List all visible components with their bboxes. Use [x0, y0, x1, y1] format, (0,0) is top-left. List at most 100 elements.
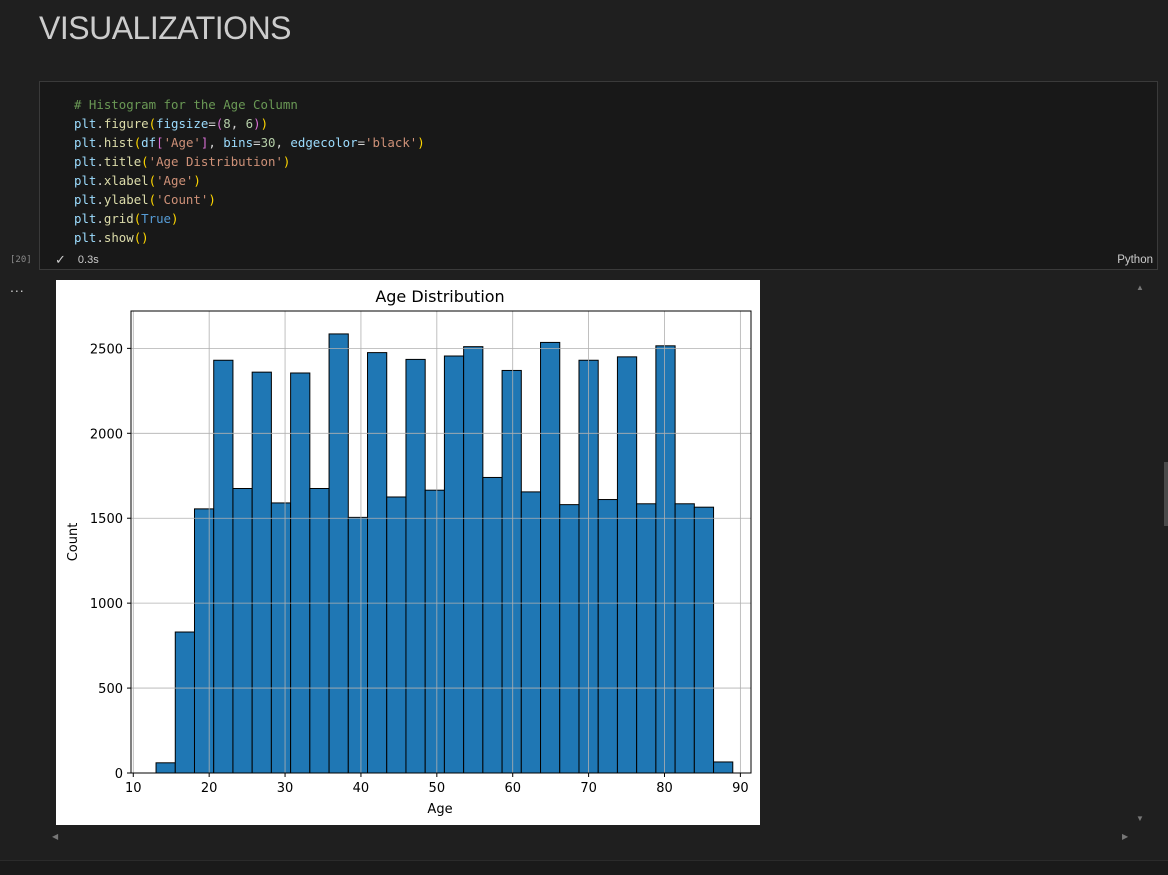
histogram-bar: [674, 503, 695, 774]
code-token: figsize: [156, 116, 209, 131]
histogram-bar: [328, 333, 349, 774]
x-tick-label: 70: [580, 781, 597, 796]
code-line[interactable]: plt.xlabel('Age'): [74, 171, 425, 190]
histogram-bar: [501, 369, 522, 774]
code-token: # Histogram for the Age Column: [74, 97, 298, 112]
chart-title: Age Distribution: [375, 287, 504, 306]
code-line[interactable]: plt.hist(df['Age'], bins=30, edgecolor='…: [74, 133, 425, 152]
code-token: 8: [223, 116, 231, 131]
histogram-bar: [713, 761, 734, 774]
code-line[interactable]: # Histogram for the Age Column: [74, 95, 425, 114]
vertical-scrollbar-thumb[interactable]: [1164, 462, 1168, 526]
histogram-output: 10 20 30 40 50 60 70 80 90 0 500 1000 1500 2000 2500 A…: [56, 280, 760, 825]
code-token: ylabel: [103, 192, 149, 207]
code-token: ): [417, 135, 425, 150]
code-token: ,: [275, 135, 291, 150]
code-token: xlabel: [103, 173, 149, 188]
code-token: .: [96, 173, 104, 188]
histogram-bar: [616, 356, 638, 774]
code-token: 'Count': [156, 192, 209, 207]
execution-count: [20]: [10, 255, 32, 265]
y-tick-label: 1000: [90, 597, 123, 612]
x-tick-label: 50: [429, 781, 446, 796]
histogram-bar: [405, 358, 426, 774]
code-token: hist: [103, 135, 134, 150]
code-token: bins: [223, 135, 254, 150]
code-token: ]: [200, 135, 209, 150]
scroll-down-arrow-icon[interactable]: ▼: [1136, 814, 1144, 823]
histogram-bar: [386, 496, 407, 774]
code-token: title: [103, 154, 142, 169]
markdown-heading: VISUALIZATIONS: [39, 10, 292, 46]
check-icon: ✓: [55, 252, 66, 267]
y-tick-label: 500: [98, 682, 123, 697]
code-token: .: [96, 154, 104, 169]
code-token: ): [253, 116, 261, 131]
code-line[interactable]: plt.ylabel('Count'): [74, 190, 425, 209]
code-line[interactable]: plt.grid(True): [74, 209, 425, 228]
code-token: ): [282, 154, 291, 169]
histogram-bar: [540, 341, 561, 774]
code-token: (: [141, 154, 149, 169]
code-token: ): [208, 192, 216, 207]
histogram-bar: [424, 489, 445, 774]
scroll-left-arrow-icon[interactable]: ◀: [52, 832, 59, 841]
output-actions-button[interactable]: ...: [10, 279, 25, 295]
code-token: ): [193, 173, 201, 188]
x-tick-label: 60: [504, 781, 521, 796]
code-token: (: [133, 135, 142, 150]
code-token: 'Age': [156, 173, 194, 188]
code-token: (: [148, 192, 157, 207]
x-tick-label: 80: [656, 781, 673, 796]
code-cell[interactable]: # Histogram for the Age Column plt.figure…: [39, 81, 1158, 270]
histogram-bar: [655, 345, 676, 774]
code-token: figure: [103, 116, 149, 131]
histogram-bar: [463, 346, 484, 774]
code-token: plt: [74, 116, 97, 131]
code-token: plt: [74, 154, 97, 169]
code-token: .: [96, 230, 104, 245]
code-editor[interactable]: # Histogram for the Age Column plt.figure…: [74, 95, 425, 247]
x-tick-label: 40: [353, 781, 370, 796]
code-line[interactable]: plt.show(): [74, 228, 425, 247]
histogram-bar: [174, 631, 195, 774]
code-token: 'black': [365, 135, 418, 150]
histogram-bar: [693, 506, 715, 774]
code-token: ,: [208, 135, 224, 150]
code-token: 'Age': [163, 135, 201, 150]
x-tick-label: 20: [201, 781, 218, 796]
scroll-right-arrow-icon[interactable]: ▶: [1122, 832, 1129, 841]
code-token: 30: [260, 135, 276, 150]
histogram-bar: [482, 476, 503, 774]
code-line[interactable]: plt.title('Age Distribution'): [74, 152, 425, 171]
code-token: =: [253, 135, 261, 150]
y-tick-label: 0: [115, 767, 123, 782]
x-tick-label: 90: [732, 781, 749, 796]
histogram-bar: [193, 508, 215, 774]
histogram-bar: [367, 352, 388, 774]
code-token: ): [260, 116, 269, 131]
y-tick-label: 2500: [90, 342, 123, 357]
scroll-up-arrow-icon[interactable]: ▲: [1136, 283, 1144, 292]
code-line[interactable]: plt.figure(figsize=(8, 6)): [74, 114, 425, 133]
code-token: grid: [103, 211, 134, 226]
code-token: (: [215, 116, 224, 131]
cell-language-picker[interactable]: Python: [1117, 254, 1153, 266]
code-token: .: [96, 192, 104, 207]
histogram-bar: [597, 499, 618, 774]
code-token: True: [141, 211, 172, 226]
code-token: (: [148, 173, 157, 188]
histogram-bar: [309, 487, 330, 774]
histogram-bar: [520, 491, 542, 774]
code-token: =: [208, 116, 216, 131]
code-token: .: [96, 116, 104, 131]
x-tick-label: 10: [125, 781, 142, 796]
histogram-bar: [213, 359, 234, 774]
histogram-chart: 10 20 30 40 50 60 70 80 90 0 500 1000 1500 2000 2500 A…: [66, 287, 752, 817]
y-axis-label: Count: [66, 523, 81, 562]
plot-frame: [130, 310, 752, 774]
code-token: (: [133, 211, 142, 226]
histogram-bar: [270, 502, 292, 774]
code-token: ): [171, 211, 179, 226]
